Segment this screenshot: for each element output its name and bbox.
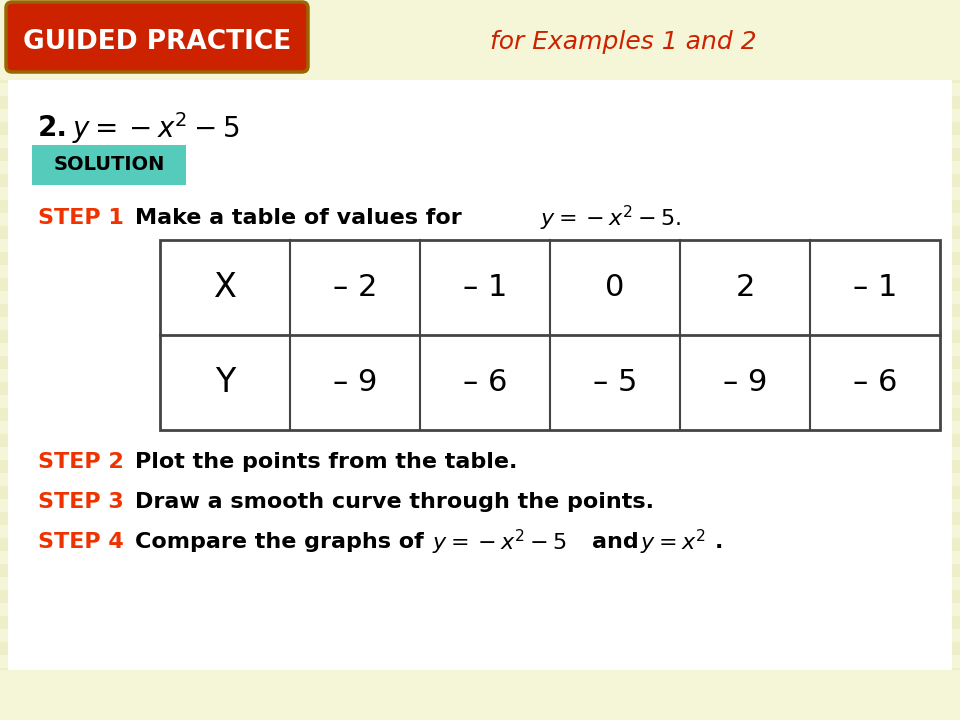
Text: Compare the graphs of: Compare the graphs of (135, 532, 423, 552)
Bar (0, 538, 960, 551)
Bar (0, 252, 960, 265)
Text: and: and (592, 532, 638, 552)
Bar (0, 525, 960, 538)
FancyBboxPatch shape (32, 145, 186, 185)
Bar (0, 31, 960, 44)
Bar (0, 655, 960, 668)
Text: 2: 2 (735, 273, 755, 302)
Bar (0, 291, 960, 304)
FancyBboxPatch shape (8, 80, 952, 670)
Bar (0, 83, 960, 96)
Bar (0, 603, 960, 616)
Bar (0, 434, 960, 447)
Bar (0, 642, 960, 655)
Bar (0, 187, 960, 200)
Bar (0, 356, 960, 369)
Bar (0, 148, 960, 161)
Text: – 1: – 1 (463, 273, 507, 302)
Bar (0, 174, 960, 187)
Text: SOLUTION: SOLUTION (54, 156, 165, 174)
Bar (0, 278, 960, 291)
Text: Make a table of values for: Make a table of values for (135, 208, 462, 228)
FancyBboxPatch shape (0, 670, 960, 720)
Text: $y = -x^2 - 5.$: $y = -x^2 - 5.$ (540, 203, 681, 233)
Text: for Examples 1 and 2: for Examples 1 and 2 (490, 30, 756, 54)
Text: GUIDED PRACTICE: GUIDED PRACTICE (23, 29, 291, 55)
Bar (0, 499, 960, 512)
Text: Draw a smooth curve through the points.: Draw a smooth curve through the points. (135, 492, 654, 512)
Bar (0, 681, 960, 694)
Bar (0, 382, 960, 395)
Bar (0, 135, 960, 148)
Text: 2.: 2. (38, 114, 68, 142)
Text: – 1: – 1 (852, 273, 898, 302)
Bar (0, 70, 960, 83)
Bar (0, 590, 960, 603)
Text: X: X (213, 271, 236, 304)
Bar (0, 551, 960, 564)
Bar (0, 343, 960, 356)
Text: STEP 1: STEP 1 (38, 208, 124, 228)
Bar (0, 473, 960, 486)
Bar (0, 213, 960, 226)
Bar (0, 239, 960, 252)
Bar (0, 317, 960, 330)
Text: – 9: – 9 (723, 368, 767, 397)
Bar (0, 460, 960, 473)
FancyBboxPatch shape (0, 0, 960, 80)
Bar (0, 369, 960, 382)
Bar (0, 5, 960, 18)
Text: Plot the points from the table.: Plot the points from the table. (135, 452, 517, 472)
Bar (0, 0, 960, 5)
Bar (0, 486, 960, 499)
Bar (0, 330, 960, 343)
Text: STEP 3: STEP 3 (38, 492, 124, 512)
Text: – 5: – 5 (593, 368, 637, 397)
Bar (0, 668, 960, 681)
Bar (0, 629, 960, 642)
Bar (0, 707, 960, 720)
Bar (0, 421, 960, 434)
Bar (0, 616, 960, 629)
Bar (0, 577, 960, 590)
FancyBboxPatch shape (6, 2, 308, 72)
Bar (0, 226, 960, 239)
Bar (0, 57, 960, 70)
Text: – 6: – 6 (463, 368, 507, 397)
Text: STEP 4: STEP 4 (38, 532, 124, 552)
Bar (0, 395, 960, 408)
Text: $y = -x^2 - 5$: $y = -x^2 - 5$ (72, 110, 239, 146)
Bar (0, 512, 960, 525)
Text: $y = x^2$: $y = x^2$ (640, 527, 706, 557)
Bar (0, 161, 960, 174)
Bar (0, 447, 960, 460)
Text: – 9: – 9 (333, 368, 377, 397)
Text: .: . (715, 532, 724, 552)
Bar (0, 265, 960, 278)
Bar (0, 44, 960, 57)
FancyBboxPatch shape (160, 240, 940, 430)
Bar (0, 304, 960, 317)
Bar (0, 694, 960, 707)
Bar (0, 96, 960, 109)
Text: STEP 2: STEP 2 (38, 452, 124, 472)
Bar (0, 200, 960, 213)
Text: 0: 0 (606, 273, 625, 302)
Bar (0, 122, 960, 135)
Text: $y = -x^2 - 5$: $y = -x^2 - 5$ (432, 527, 566, 557)
Bar (0, 408, 960, 421)
Bar (0, 18, 960, 31)
Text: – 2: – 2 (333, 273, 377, 302)
Text: – 6: – 6 (852, 368, 898, 397)
Bar (0, 109, 960, 122)
Text: Y: Y (215, 366, 235, 399)
Bar (0, 564, 960, 577)
